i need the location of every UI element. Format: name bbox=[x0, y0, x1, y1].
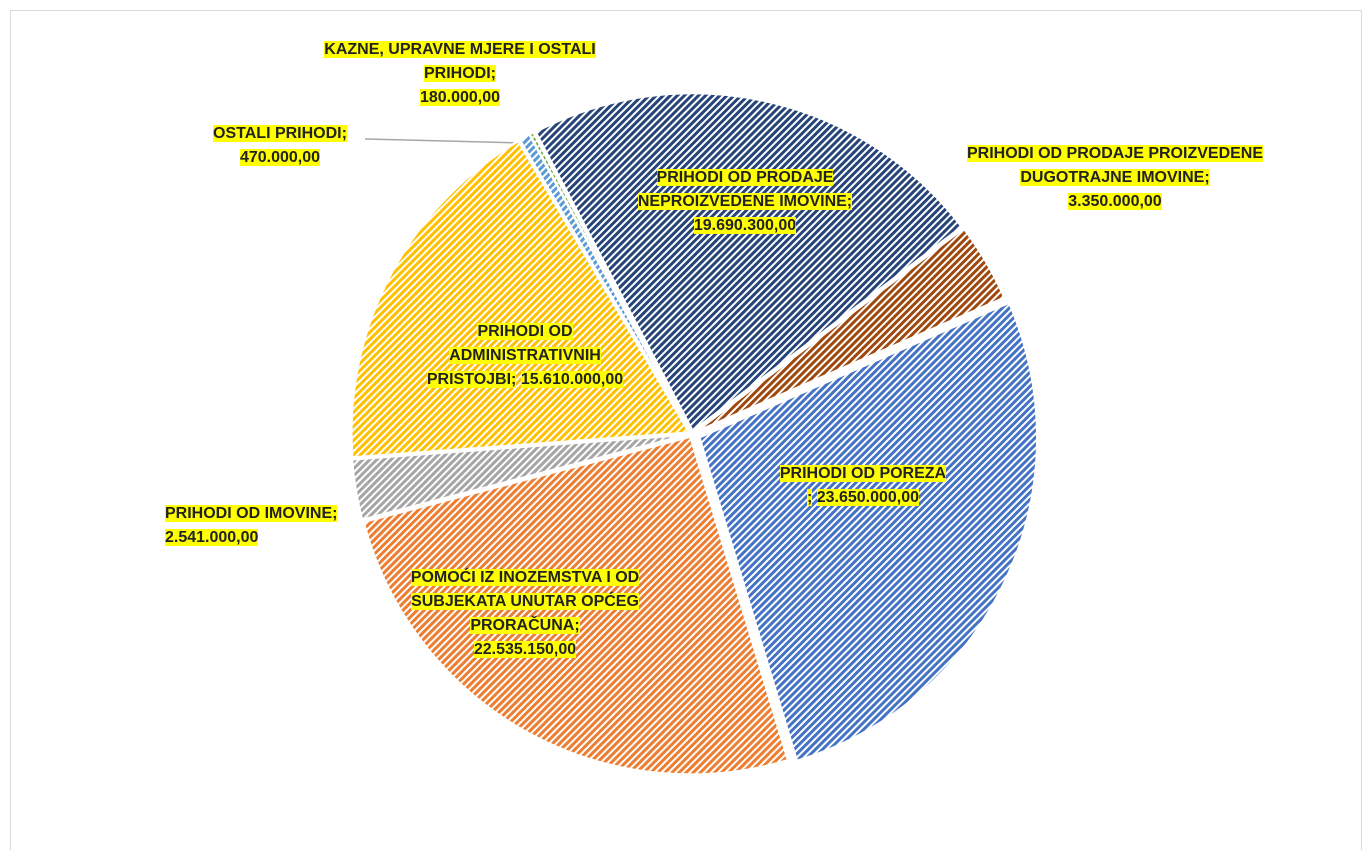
label-category: PRIHODI OD POREZA bbox=[779, 465, 947, 482]
label-separator: ; bbox=[574, 617, 580, 634]
label-value: 22.535.150,00 bbox=[473, 641, 577, 658]
label-value: 2.541.000,00 bbox=[165, 529, 259, 546]
pie-slice bbox=[350, 433, 690, 522]
data-label: PRIHODI OD PRODAJE PROIZVEDENE DUGOTRAJN… bbox=[960, 142, 1270, 214]
data-label: PRIHODI OD IMOVINE; 2.541.000,00 bbox=[165, 502, 365, 550]
data-label: PRIHODI OD ADMINISTRATIVNIH PRISTOJBI; 1… bbox=[410, 320, 640, 392]
chart-frame bbox=[10, 10, 1362, 850]
label-category: PRIHODI OD PRODAJE NEPROIZVEDENE IMOVINE bbox=[637, 169, 847, 210]
label-separator: ; bbox=[511, 371, 517, 388]
label-category: KAZNE, UPRAVNE MJERE I OSTALI PRIHODI bbox=[324, 41, 596, 82]
label-separator: ; bbox=[490, 65, 496, 82]
data-label: PRIHODI OD PRODAJE NEPROIZVEDENE IMOVINE… bbox=[610, 166, 880, 238]
label-value: 3.350.000,00 bbox=[1068, 193, 1162, 210]
label-separator: ; bbox=[806, 489, 813, 506]
label-category: PRIHODI OD PRODAJE PROIZVEDENE DUGOTRAJN… bbox=[966, 145, 1264, 186]
pie-slice bbox=[533, 91, 964, 433]
pie-slice bbox=[697, 300, 1039, 763]
data-label: POMOĆI IZ INOZEMSTVA I OD SUBJEKATA UNUT… bbox=[400, 566, 650, 662]
label-category: OSTALI PRIHODI bbox=[213, 125, 342, 142]
label-separator: ; bbox=[846, 193, 853, 210]
data-label: OSTALI PRIHODI; 470.000,00 bbox=[180, 122, 380, 170]
label-value: 23.650.000,00 bbox=[816, 489, 920, 506]
label-value: 180.000,00 bbox=[419, 89, 501, 106]
label-value: 470.000,00 bbox=[239, 149, 321, 166]
data-label: KAZNE, UPRAVNE MJERE I OSTALI PRIHODI; 18… bbox=[320, 38, 600, 110]
label-separator: ; bbox=[341, 125, 347, 142]
label-value: 15.610.000,00 bbox=[520, 371, 624, 388]
pie-slice bbox=[527, 130, 692, 432]
label-separator: ; bbox=[1204, 169, 1210, 186]
label-category: PRIHODI OD IMOVINE bbox=[165, 505, 333, 522]
label-separator: ; bbox=[332, 505, 338, 522]
label-category: POMOĆI IZ INOZEMSTVA I OD SUBJEKATA UNUT… bbox=[410, 569, 640, 634]
label-value: 19.690.300,00 bbox=[693, 217, 797, 234]
data-label: PRIHODI OD POREZA; 23.650.000,00 bbox=[738, 462, 988, 510]
leader-line bbox=[364, 138, 523, 144]
pie-slice bbox=[693, 226, 1007, 434]
